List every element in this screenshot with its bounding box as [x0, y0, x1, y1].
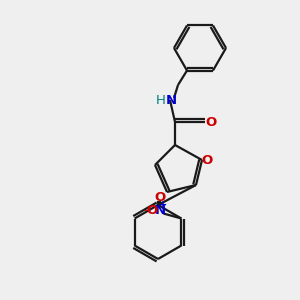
Text: O: O: [206, 116, 217, 128]
Text: O: O: [201, 154, 213, 166]
Text: O: O: [155, 191, 166, 204]
Text: H: H: [156, 94, 166, 106]
Text: -: -: [143, 206, 147, 215]
Text: N: N: [155, 204, 166, 217]
Text: N: N: [165, 94, 177, 106]
Text: O: O: [147, 204, 158, 217]
Text: +: +: [159, 200, 167, 211]
